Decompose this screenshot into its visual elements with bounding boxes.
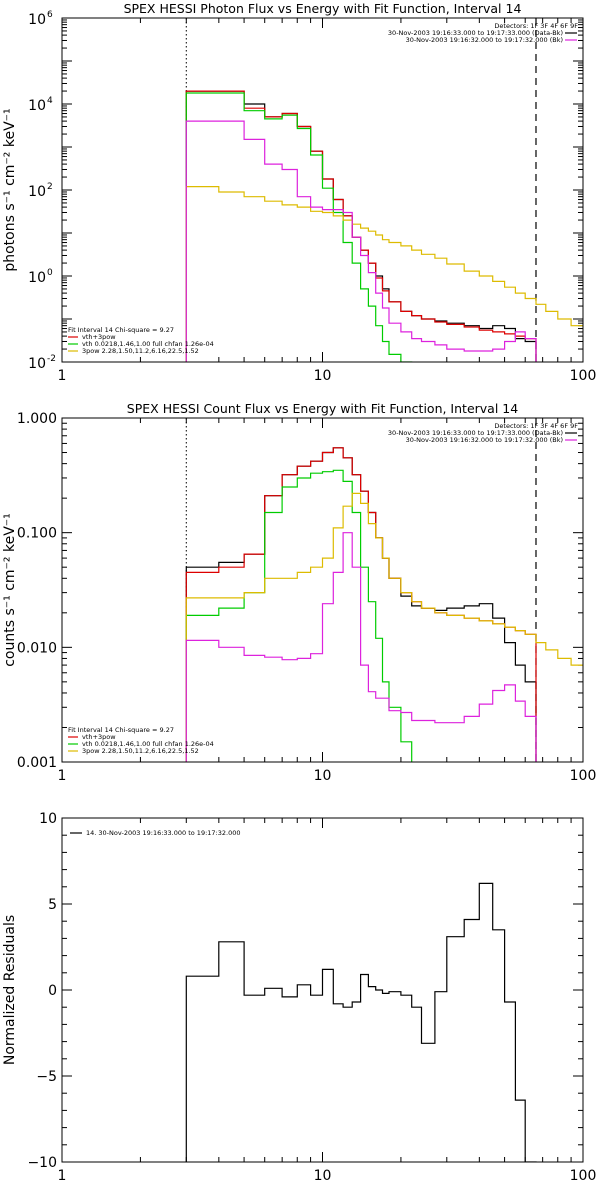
legend-fit-entry: 3pow 2.28,1.50,11.2,6.16,22.5,1.52 — [82, 347, 199, 355]
plot-frame — [61, 817, 584, 1163]
y-tick-label: 10 — [28, 12, 46, 28]
y-tick-label: 0 — [48, 983, 57, 999]
y-axis-label: photons s⁻¹ cm⁻² keV⁻¹ — [2, 108, 18, 271]
y-tick-exponent: 4 — [47, 96, 53, 106]
chart-title: SPEX HESSI Count Flux vs Energy with Fit… — [127, 401, 518, 416]
chart-panel-3: 1 10 100 −10 −5 0 5 10 Normalized Residuals 14. 3… — [2, 811, 596, 1184]
series-bk-line — [185, 532, 537, 762]
legend-detectors: Detectors: 1F 3F 4F 6F 9F — [494, 22, 578, 30]
y-tick-label: 10 — [28, 98, 46, 114]
x-tick-label: 1 — [58, 1168, 67, 1184]
legend-interval-entry: 14. 30-Nov-2003 19:16:33.000 to 19:17:32… — [86, 829, 240, 837]
chart-title: SPEX HESSI Photon Flux vs Energy with Fi… — [124, 1, 522, 16]
legend-fit-entry: vth+3pow — [82, 733, 116, 741]
series-group — [185, 90, 583, 362]
y-tick-label: 10 — [39, 811, 57, 827]
y-tick-label: 0.001 — [17, 755, 57, 771]
y-tick-label: 1.000 — [17, 411, 57, 427]
y-tick-label: −5 — [36, 1069, 57, 1085]
legend-time-entry: 30-Nov-2003 19:16:33.000 to 19:17:33.000… — [388, 29, 563, 37]
series-group — [185, 882, 537, 1162]
y-tick-label: 5 — [48, 897, 57, 913]
series-thermal-line — [185, 92, 413, 362]
y-tick-exponent: 0 — [47, 268, 53, 278]
y-tick-label: 10 — [28, 356, 46, 372]
y-tick-exponent: -2 — [47, 354, 56, 364]
y-tick-exponent: 2 — [47, 182, 53, 192]
y-axis-label: counts s⁻¹ cm⁻² keV⁻¹ — [2, 513, 18, 667]
legend-fit-header: Fit Interval 14 Chi-square = 9.27 — [68, 326, 174, 334]
legend-detectors: Detectors: 1F 3F 4F 6F 9F — [494, 422, 578, 430]
series-group — [185, 447, 583, 762]
series-bk-line — [185, 120, 537, 362]
legend-time-entry: 30-Nov-2003 19:16:32.000 to 19:17:32.000… — [406, 36, 563, 44]
legend-fit-entry: vth 0.0218,1.46,1.00 full chfan 1.26e-04 — [82, 340, 214, 348]
x-tick-label: 100 — [570, 768, 597, 784]
legend-fit-entry: vth 0.0218,1.46,1.00 full chfan 1.26e-04 — [82, 740, 214, 748]
y-tick-label: −10 — [27, 1155, 57, 1171]
legend-fit-header: Fit Interval 14 Chi-square = 9.27 — [68, 726, 174, 734]
chart-panel-1: SPEX HESSI Photon Flux vs Energy with Fi… — [2, 1, 596, 384]
plot-frame — [61, 17, 584, 363]
y-tick-label: 10 — [28, 184, 46, 200]
y-tick-exponent: 6 — [47, 10, 53, 20]
x-tick-label: 100 — [570, 368, 597, 384]
x-tick-label: 10 — [314, 368, 332, 384]
y-tick-label: 0.010 — [17, 640, 57, 656]
chart-panel-2: SPEX HESSI Count Flux vs Energy with Fit… — [2, 401, 596, 784]
y-tick-label: 10 — [28, 270, 46, 286]
legend-time-entry: 30-Nov-2003 19:16:32.000 to 19:17:32.000… — [406, 436, 563, 444]
y-axis-label: Normalized Residuals — [2, 915, 18, 1065]
x-tick-label: 1 — [58, 368, 67, 384]
legend-time-entry: 30-Nov-2003 19:16:33.000 to 19:17:33.000… — [388, 429, 563, 437]
plot-frame — [61, 417, 584, 763]
series-pow-line — [185, 492, 583, 762]
x-tick-label: 10 — [314, 1168, 332, 1184]
series-data-line — [185, 90, 537, 362]
x-tick-label: 10 — [314, 768, 332, 784]
series-resid-line — [185, 882, 537, 1162]
series-fit-line — [185, 90, 537, 362]
legend-fit-entry: 3pow 2.28,1.50,11.2,6.16,22.5,1.52 — [82, 747, 199, 755]
series-thermal-line — [185, 469, 413, 762]
x-tick-label: 1 — [58, 768, 67, 784]
y-tick-label: 0.100 — [17, 526, 57, 542]
series-pow-line — [185, 186, 583, 362]
x-tick-label: 100 — [570, 1168, 597, 1184]
legend-fit-entry: vth+3pow — [82, 333, 116, 341]
